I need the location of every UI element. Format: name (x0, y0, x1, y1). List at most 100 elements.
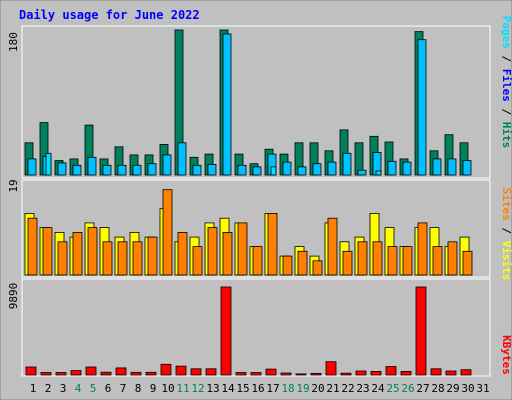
day-label-14: 14 (221, 382, 235, 395)
kbytes-bar-day-4 (70, 370, 82, 376)
day-label-6: 6 (105, 382, 112, 395)
ymax-label-kbytes: 9890 (7, 283, 20, 310)
kbytes-bar-day-23 (355, 370, 367, 376)
files-bar-day-21 (327, 161, 337, 176)
sites-bar-day-13 (207, 227, 218, 276)
sites-bar-day-24 (372, 241, 383, 276)
bars-visits-sites (24, 189, 473, 276)
sites-bar-day-23 (357, 241, 368, 276)
sites-bar-day-3 (57, 241, 68, 276)
day-label-4: 4 (75, 382, 82, 395)
day-label-26: 26 (401, 382, 414, 395)
kbytes-bar-day-10 (160, 363, 172, 376)
ylabel-visits-sites: Sites / Visits (500, 188, 512, 281)
sites-bar-day-5 (87, 227, 98, 276)
ylabel-sep-1: / (500, 49, 512, 69)
day-label-31: 31 (476, 382, 489, 395)
files-bar-day-26 (402, 161, 412, 176)
files-bar-day-1 (27, 158, 37, 176)
kbytes-bar-day-25 (385, 366, 397, 376)
pages-bar-day-17 (270, 166, 277, 176)
panel-hits-files-pages (21, 25, 491, 179)
sites-bar-day-27 (417, 222, 428, 276)
panel-kbytes (21, 278, 491, 377)
sites-bar-day-1 (27, 217, 38, 276)
day-label-3: 3 (60, 382, 67, 395)
sites-bar-day-2 (42, 227, 53, 276)
day-label-25: 25 (386, 382, 399, 395)
sites-bar-day-15 (237, 222, 248, 276)
kbytes-bar-day-21 (325, 361, 337, 376)
files-bar-day-8 (132, 164, 142, 176)
sites-bar-day-9 (147, 236, 158, 276)
day-label-20: 20 (311, 382, 324, 395)
sites-bar-day-14 (222, 231, 233, 276)
ylabel-kbytes: KBytes (500, 335, 512, 375)
ylabel-part-files: Files (500, 69, 512, 102)
kbytes-bar-day-24 (370, 370, 382, 376)
sites-bar-day-18 (282, 255, 293, 276)
kbytes-bar-day-13 (205, 368, 217, 376)
kbytes-bar-day-3 (55, 372, 67, 376)
day-label-5: 5 (90, 382, 97, 395)
kbytes-bar-day-12 (190, 368, 202, 376)
files-bar-day-6 (102, 164, 112, 176)
files-bar-day-29 (447, 158, 457, 176)
kbytes-bar-day-2 (40, 372, 52, 376)
sites-bar-day-29 (447, 241, 458, 276)
kbytes-bar-day-7 (115, 367, 127, 376)
day-label-24: 24 (371, 382, 385, 395)
files-bar-day-10 (162, 154, 172, 176)
kbytes-bar-day-5 (85, 366, 97, 376)
day-label-29: 29 (446, 382, 459, 395)
files-bar-day-20 (312, 163, 322, 176)
x-axis-day-labels: 1 2 3 4 5 6 7 8 9 10 11 12 13 14 15 16 17 18 19 20 21 22 23 24 2… (30, 382, 490, 395)
ylabel-sep-3: / (500, 221, 512, 241)
sites-bar-day-21 (327, 217, 338, 276)
day-label-11: 11 (176, 382, 189, 395)
bars-kbytes (25, 286, 472, 376)
files-bar-day-3 (57, 162, 67, 176)
kbytes-bar-day-16 (250, 372, 262, 376)
sites-bar-day-19 (297, 250, 308, 276)
kbytes-bar-day-20 (310, 372, 322, 376)
kbytes-bar-day-6 (100, 371, 112, 376)
sites-bar-day-16 (252, 246, 263, 276)
ymax-label-hits: 180 (7, 32, 20, 52)
ylabel-part-pages: Pages (500, 16, 512, 49)
ylabel-part-sites: Sites (500, 188, 512, 221)
day-label-9: 9 (150, 382, 157, 395)
day-label-10: 10 (161, 382, 174, 395)
files-bar-day-14 (222, 33, 232, 176)
files-bar-day-13 (207, 164, 217, 176)
kbytes-bar-day-28 (430, 368, 442, 376)
day-label-21: 21 (326, 382, 339, 395)
kbytes-bar-day-26 (400, 370, 412, 376)
pages-bar-day-2 (45, 152, 52, 176)
bars-hits-files-pages (24, 29, 472, 176)
day-label-15: 15 (236, 382, 249, 395)
files-bar-day-28 (432, 158, 442, 176)
day-label-8: 8 (135, 382, 142, 395)
files-bar-day-22 (342, 152, 352, 176)
day-label-17: 17 (266, 382, 279, 395)
files-bar-day-7 (117, 164, 127, 176)
day-label-12: 12 (191, 382, 204, 395)
files-bar-day-23 (357, 169, 367, 176)
files-bar-day-9 (147, 163, 157, 176)
sites-bar-day-4 (72, 231, 83, 276)
kbytes-bar-day-18 (280, 372, 292, 376)
chart-title: Daily usage for June 2022 (19, 8, 200, 22)
kbytes-bar-day-11 (175, 365, 187, 376)
sites-bar-day-7 (117, 241, 128, 276)
ymax-label-visits: 19 (7, 179, 20, 192)
day-label-18: 18 (281, 382, 294, 395)
day-label-28: 28 (431, 382, 444, 395)
files-bar-day-5 (87, 156, 97, 176)
sites-bar-day-17 (267, 212, 278, 276)
day-label-27: 27 (416, 382, 429, 395)
kbytes-bar-day-30 (460, 369, 472, 376)
day-label-1: 1 (30, 382, 37, 395)
sites-bar-day-30 (462, 250, 473, 276)
